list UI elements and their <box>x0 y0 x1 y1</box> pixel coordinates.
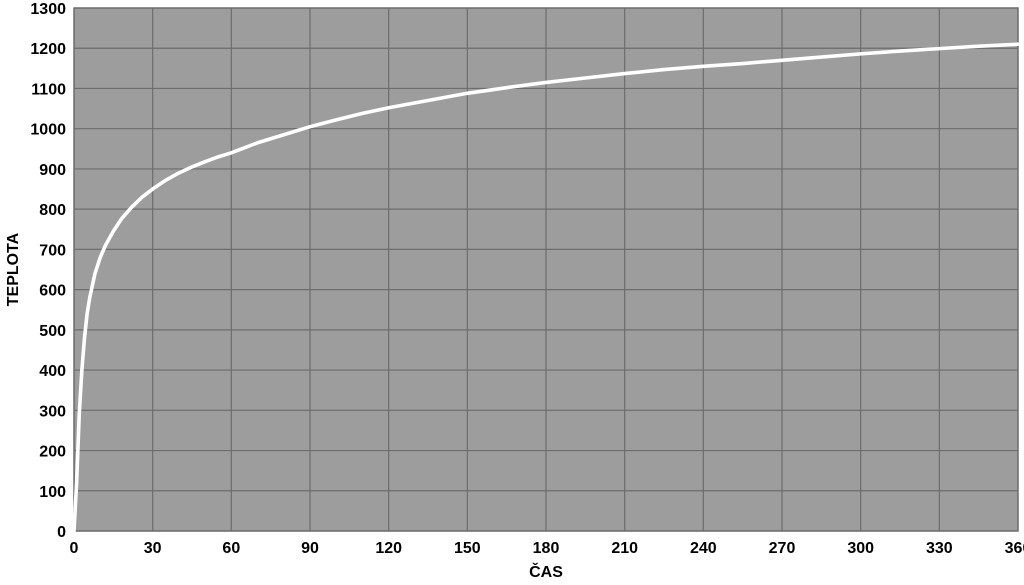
x-tick-label: 120 <box>375 540 402 557</box>
y-tick-label: 900 <box>39 162 66 179</box>
y-tick-label: 0 <box>57 524 66 541</box>
x-tick-label: 150 <box>454 540 481 557</box>
y-tick-label: 700 <box>39 242 66 259</box>
x-tick-label: 360 <box>1005 540 1024 557</box>
y-tick-label: 600 <box>39 283 66 300</box>
y-tick-label: 1300 <box>30 1 66 18</box>
teplota-cas-chart: 0 30 60 90 120 150 180 210 240 270 300 330 360 0 100 20… <box>0 0 1024 585</box>
y-tick-label: 1000 <box>30 122 66 139</box>
x-tick-label: 60 <box>222 540 240 557</box>
chart-svg: 0 30 60 90 120 150 180 210 240 270 300 330 360 0 100 20… <box>0 0 1024 585</box>
x-tick-label: 30 <box>144 540 162 557</box>
y-tick-label: 300 <box>39 403 66 420</box>
y-tick-label: 200 <box>39 444 66 461</box>
x-tick-label: 330 <box>926 540 953 557</box>
y-axis-title: TEPLOTA <box>5 232 22 306</box>
x-tick-label: 0 <box>70 540 79 557</box>
x-tick-label: 210 <box>611 540 638 557</box>
x-tick-label: 180 <box>533 540 560 557</box>
y-tick-label: 800 <box>39 202 66 219</box>
y-tick-label: 100 <box>39 484 66 501</box>
x-tick-label: 240 <box>690 540 717 557</box>
x-axis-title: ČAS <box>529 562 563 581</box>
y-tick-label: 400 <box>39 363 66 380</box>
x-tick-label: 90 <box>301 540 319 557</box>
x-tick-label: 270 <box>769 540 796 557</box>
y-tick-label: 1100 <box>31 81 66 98</box>
x-tick-label: 300 <box>847 540 874 557</box>
y-tick-label: 1200 <box>30 41 66 58</box>
y-tick-label: 500 <box>39 323 66 340</box>
